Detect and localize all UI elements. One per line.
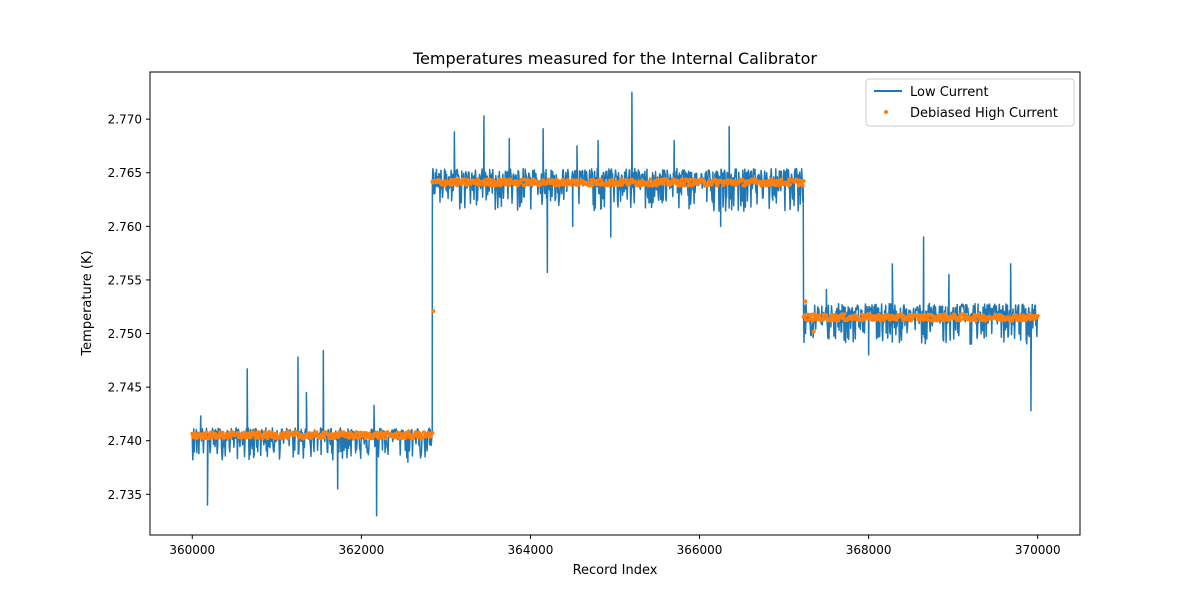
scatter-point [803,299,808,304]
scatter-point [624,177,629,182]
scatter-point [378,430,383,435]
scatter-point [817,313,822,318]
y-axis-label: Temperature (K) [80,250,95,356]
scatter-point [976,312,981,317]
y-tick-label: 2.740 [108,434,142,448]
scatter-point [1035,314,1040,319]
scatter-point [220,430,225,435]
legend-box [865,78,1075,127]
scatter-point [322,435,327,440]
scatter-point [406,430,411,435]
scatter-point [824,313,829,318]
scatter-point [398,431,403,436]
scatter-point [245,435,250,440]
plot-frame [149,71,1081,536]
scatter-point [430,430,435,435]
scatter-point [454,183,459,188]
scatter-point [487,177,492,182]
y-tick-label: 2.765 [108,166,142,180]
scatter-point [508,177,513,182]
scatter-point [256,435,261,440]
scatter-point [859,312,864,317]
y-axis-ticks: 2.735 2.740 2.745 2.750 2.755 2.760 2.765 2.770 [108,113,150,502]
scatter-point [709,182,714,187]
scatter-point [801,179,806,184]
scatter-point [560,177,565,182]
x-tick-label: 370000 [1015,543,1061,557]
series-scatter-debiased-high-current [190,177,1040,441]
scatter-point [416,435,421,440]
scatter-point [367,432,372,437]
scatter-point [795,177,800,182]
x-tick-label: 362000 [338,543,384,557]
legend-label-debiased-high-current: Debiased High Current [910,106,1058,121]
x-tick-label: 360000 [169,543,215,557]
y-tick-label: 2.735 [108,488,142,502]
scatter-point [438,179,443,184]
x-tick-label: 366000 [677,543,723,557]
chart-title: Temperatures measured for the Internal C… [412,49,817,68]
scatter-point [326,432,331,437]
scatter-point [788,182,793,187]
scatter-point [431,309,436,313]
scatter-point [610,177,615,182]
scatter-point [564,183,569,188]
legend: Low Current Debiased High Current [865,78,1075,127]
legend-label-low-current: Low Current [910,85,989,100]
scatter-point [779,177,784,182]
scatter-point [1010,318,1015,323]
scatter-point [648,177,653,182]
scatter-point [224,431,229,436]
x-axis-label: Record Index [573,563,658,578]
x-tick-label: 368000 [846,543,892,557]
scatter-point [777,183,782,188]
scatter-point [688,177,693,182]
scatter-point [842,312,847,317]
y-tick-label: 2.750 [108,327,142,341]
scatter-point [541,178,546,183]
y-tick-label: 2.760 [108,220,142,234]
scatter-point [273,431,278,436]
scatter-point [721,183,726,188]
scatter-point [569,182,574,187]
scatter-point [682,183,687,188]
scatter-point [811,329,816,334]
scatter-point [265,436,270,441]
scatter-point [800,183,805,188]
legend-swatch-debiased-high-current [884,110,888,114]
y-tick-label: 2.755 [108,273,142,287]
scatter-point [503,177,508,182]
scatter-point [771,179,776,184]
scatter-point [666,179,671,184]
scatter-point [383,436,388,441]
y-tick-label: 2.745 [108,381,142,395]
scatter-point [829,312,834,317]
scatter-point [974,318,979,323]
scatter-point [285,436,290,441]
y-tick-label: 2.770 [108,113,142,127]
scatter-point [204,430,209,435]
scatter-point [404,434,409,439]
x-axis-ticks: 360000 362000 364000 366000 368000 370000 [169,535,1061,557]
scatter-point [957,318,962,323]
scatter-point [242,430,247,435]
scatter-point [877,314,882,319]
x-tick-label: 364000 [508,543,554,557]
scatter-point [866,316,871,321]
plot-content [190,91,1040,517]
